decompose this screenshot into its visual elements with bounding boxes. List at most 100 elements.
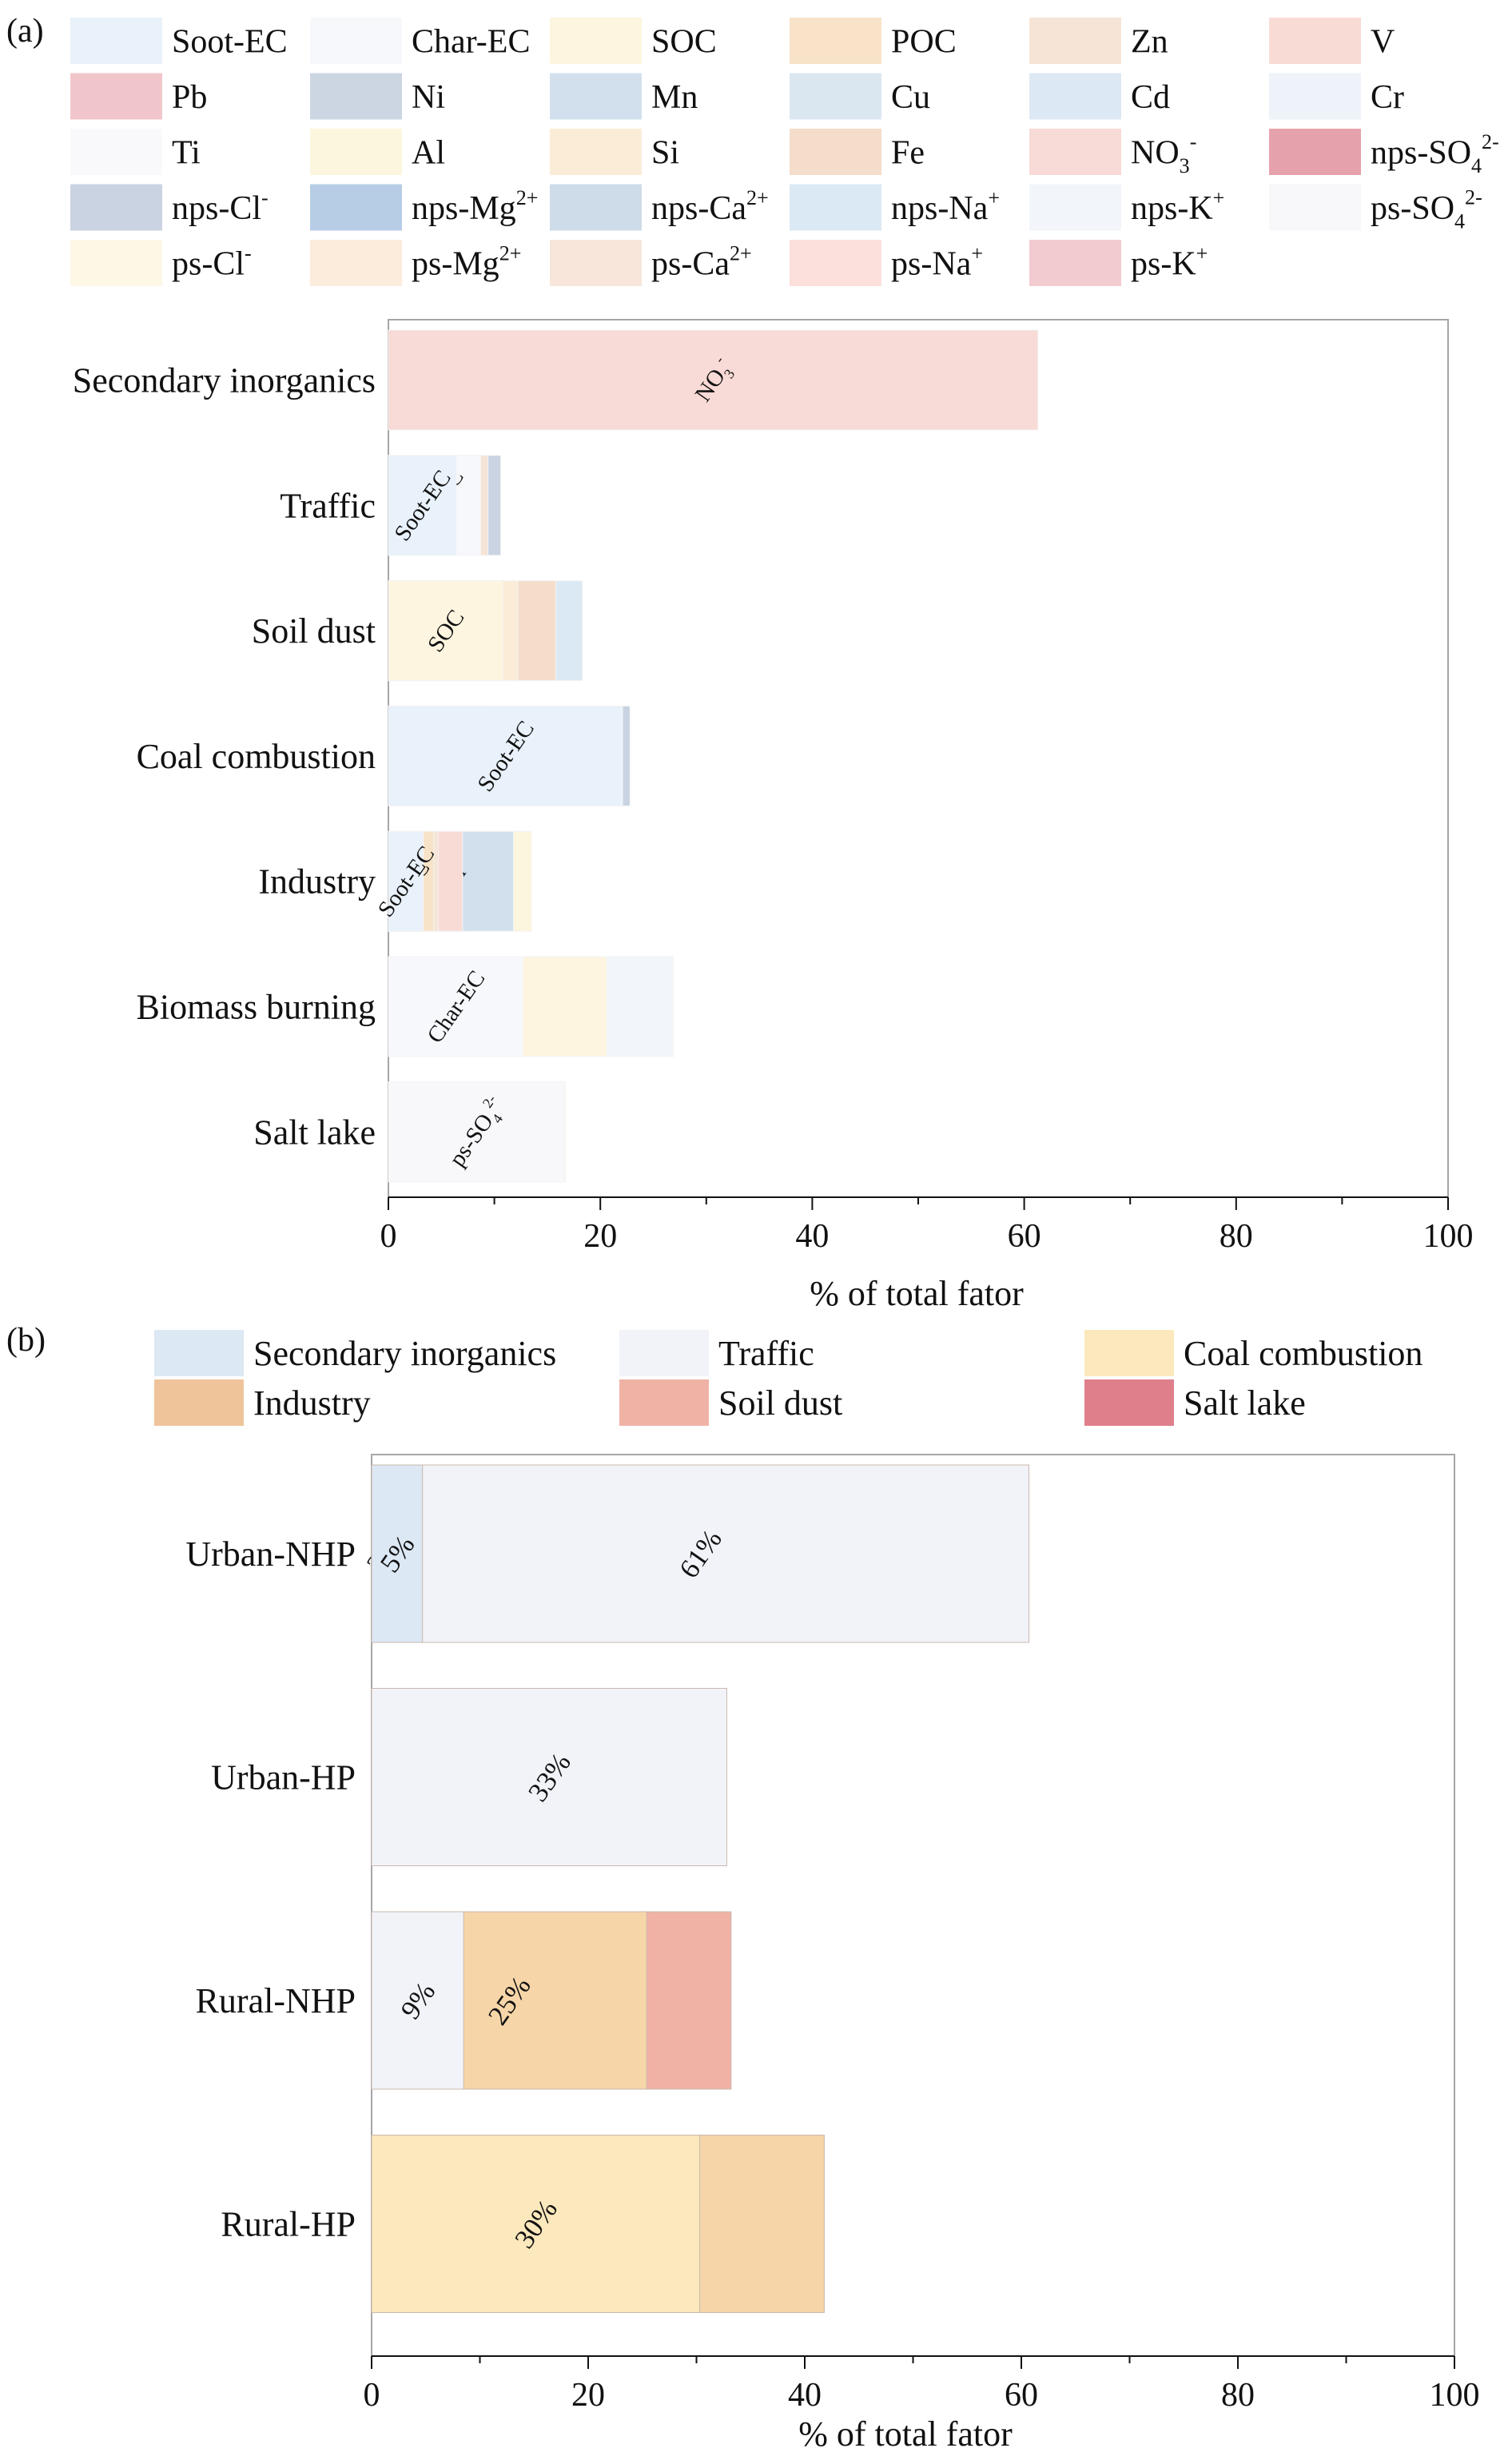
x-tick-label: 80: [1220, 1218, 1253, 1255]
legend-label: Cd: [1131, 79, 1170, 116]
segment-soot-ec: Soot-EC: [388, 455, 457, 556]
bar-segment: [388, 830, 424, 932]
bar-secondary-inorganics: nps-SO42-NO3-: [388, 329, 1039, 431]
legend-label: ps-Na+: [891, 242, 983, 283]
x-tick-label: 0: [380, 1218, 397, 1255]
legend-label: Ni: [412, 79, 445, 116]
legend-label: SOC: [651, 23, 717, 60]
bar-soil-dust: nps-Na+nps-Ca2+nps-Mg2+FeSiVPOCSOC: [388, 580, 583, 682]
legend-label: Soot-EC: [172, 23, 288, 60]
legend-item-cd: Cd: [1029, 73, 1170, 120]
legend-label: Traffic: [718, 1334, 814, 1373]
legend-swatch: [790, 184, 881, 231]
legend-swatch: [1029, 73, 1121, 120]
legend-item-nps-na: nps-Na+: [790, 184, 1000, 231]
legend-swatch: [619, 1330, 709, 1376]
legend-swatch: [154, 1330, 244, 1376]
legend-swatch: [70, 18, 162, 64]
legend-label: Zn: [1131, 23, 1168, 60]
category-label: Biomass burning: [137, 987, 376, 1026]
panel-a-plot: nps-SO42-NO3- Secondary inorganics nps-K+n…: [73, 319, 1474, 1255]
x-tick-label: 40: [788, 2377, 822, 2414]
legend-label: Cr: [1371, 79, 1404, 116]
legend-item-ps-k: ps-K+: [1029, 240, 1208, 286]
legend-label: V: [1371, 23, 1395, 60]
legend-label: Industry: [253, 1383, 371, 1423]
legend-label: Soil dust: [718, 1383, 842, 1423]
bar-rural-nhp: 20%33%13%25%9%: [371, 1911, 732, 2090]
legend-label: ps-K+: [1131, 242, 1208, 283]
legend-item-soot-ec: Soot-EC: [70, 18, 288, 64]
category-label: Urban-HP: [211, 1757, 356, 1797]
x-tick-label: 60: [1005, 2377, 1038, 2414]
legend-label: Secondary inorganics: [253, 1334, 556, 1373]
legend-label: ps-SO42-: [1371, 185, 1482, 233]
legend-swatch: [790, 240, 881, 286]
legend-swatch: [619, 1379, 709, 1426]
legend-label: Si: [651, 134, 679, 171]
legend-swatch: [1084, 1330, 1174, 1376]
legend-item-cr: Cr: [1269, 73, 1404, 120]
panel-b-xlabel: % of total fator: [798, 2414, 1013, 2454]
bar-urban-nhp: 2%7%26%61%5%: [360, 1464, 1029, 1643]
segment-soot-ec: Soot-EC: [388, 705, 623, 806]
legend-item-al: Al: [310, 129, 445, 175]
legend-swatch: [550, 240, 642, 286]
legend-swatch: [70, 240, 162, 286]
legend-swatch: [70, 184, 162, 231]
category-label: Coal combustion: [137, 737, 376, 776]
segment-soc: SOC: [388, 580, 503, 682]
legend-item-ni: Ni: [310, 73, 445, 120]
bar-segment: [388, 956, 523, 1057]
legend-item-ps-na: ps-Na+: [790, 240, 983, 286]
segment-ps-so42: ps-SO42-: [388, 1081, 565, 1183]
x-tick-label: 100: [1423, 1218, 1474, 1255]
bar-industry: nps-SO42-FeSiAlTiCrCdCuMnNiPbVZnPOCSoot-…: [373, 830, 532, 932]
legend-label: Fe: [891, 134, 925, 171]
legend-swatch: [550, 18, 642, 64]
legend-item-nps-mg2: nps-Mg2+: [310, 184, 538, 231]
panel-b: (b) Secondary inorganics Traffic Coal comb…: [6, 1322, 1480, 2454]
bar-biomass-burning: nps-K+NO3-TiPOCSOCChar-EC: [388, 956, 674, 1057]
x-tick-label: 0: [364, 2377, 380, 2414]
panel-a-label: (a): [6, 13, 44, 50]
category-label: Traffic: [280, 486, 376, 525]
bar-segment: [388, 580, 503, 682]
bar-segment: [371, 1464, 424, 1643]
panel-b-plot: 2%7%26%61%5%Urban-NHP 12%19%7%6%23%33% Urb…: [185, 1454, 1480, 2414]
x-tick-label: 80: [1221, 2377, 1255, 2414]
legend-label: nps-SO42-: [1371, 130, 1499, 177]
panel-b-label: (b): [6, 1322, 46, 1359]
bar-segment: [388, 455, 457, 556]
legend-label: nps-Cl-: [172, 186, 269, 227]
legend-swatch: [790, 73, 881, 120]
legend-swatch: [1029, 240, 1121, 286]
legend-item-nps-so42: nps-SO42-: [1269, 129, 1499, 177]
legend-item-soc: SOC: [550, 18, 717, 64]
segment-traffic: 9%: [371, 1911, 464, 2090]
segment-char-ec: Char-EC: [388, 956, 523, 1057]
legend-label: POC: [891, 23, 957, 60]
legend-swatch: [1029, 129, 1121, 175]
legend-item-cu: Cu: [790, 73, 930, 120]
legend-label: Al: [412, 134, 445, 171]
x-tick-label: 100: [1430, 2377, 1480, 2414]
legend-swatch: [310, 73, 402, 120]
legend-label: nps-Na+: [891, 186, 1000, 227]
legend-label: Coal combustion: [1184, 1334, 1422, 1373]
panel-b-legend: Secondary inorganics Traffic Coal combusti…: [154, 1330, 1422, 1426]
x-tick-label: 20: [583, 1218, 617, 1255]
legend-item-ps-so42: ps-SO42-: [1269, 184, 1482, 233]
legend-item-secondary-inorganics: Secondary inorganics: [154, 1330, 556, 1376]
legend-item-poc: POC: [790, 18, 957, 64]
legend-item-fe: Fe: [790, 129, 925, 175]
legend-label: ps-Ca2+: [651, 242, 752, 283]
legend-swatch: [70, 129, 162, 175]
bar-salt-lake: ps-K+ps-Na+ps-Ca2+ps-Mg2+ps-Cl-ps-SO42-: [388, 1081, 566, 1183]
legend-item-soil-dust: Soil dust: [619, 1379, 842, 1426]
bar-urban-hp: 12%19%7%6%23%33%: [371, 1688, 727, 1866]
bar-segment: [388, 1081, 565, 1183]
legend-item-zn: Zn: [1029, 18, 1168, 64]
legend-swatch: [310, 184, 402, 231]
